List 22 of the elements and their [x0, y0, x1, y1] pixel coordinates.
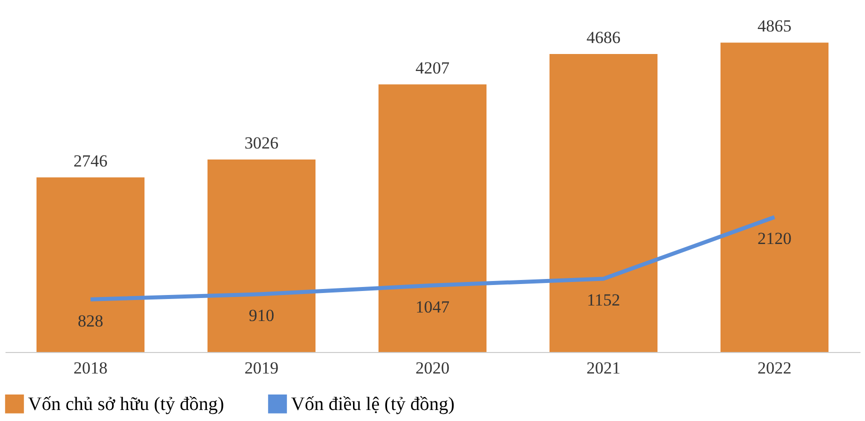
x-tick-label: 2021	[586, 358, 620, 378]
data-label: 3026	[244, 134, 278, 153]
legend-label: Vốn điều lệ (tỷ đồng)	[291, 394, 455, 415]
data-label: 2120	[758, 229, 792, 248]
bar	[208, 160, 316, 352]
data-label: 828	[78, 311, 104, 330]
x-tick-label: 2019	[244, 358, 278, 378]
x-tick-label: 2018	[74, 358, 108, 378]
data-label: 4686	[586, 28, 620, 47]
bar	[378, 84, 486, 352]
bar	[720, 42, 828, 352]
data-label: 1047	[416, 297, 450, 316]
data-label: 910	[248, 306, 274, 326]
data-label: 4207	[416, 58, 450, 78]
bar	[550, 54, 658, 352]
x-tick-label: 2020	[416, 358, 450, 378]
bar	[36, 177, 144, 352]
data-label: 2746	[74, 151, 108, 170]
legend-label: Vốn chủ sở hữu (tỷ đồng)	[28, 394, 224, 415]
data-label: 1152	[586, 290, 620, 310]
x-tick-label: 2022	[758, 358, 792, 378]
data-label: 4865	[758, 16, 792, 36]
